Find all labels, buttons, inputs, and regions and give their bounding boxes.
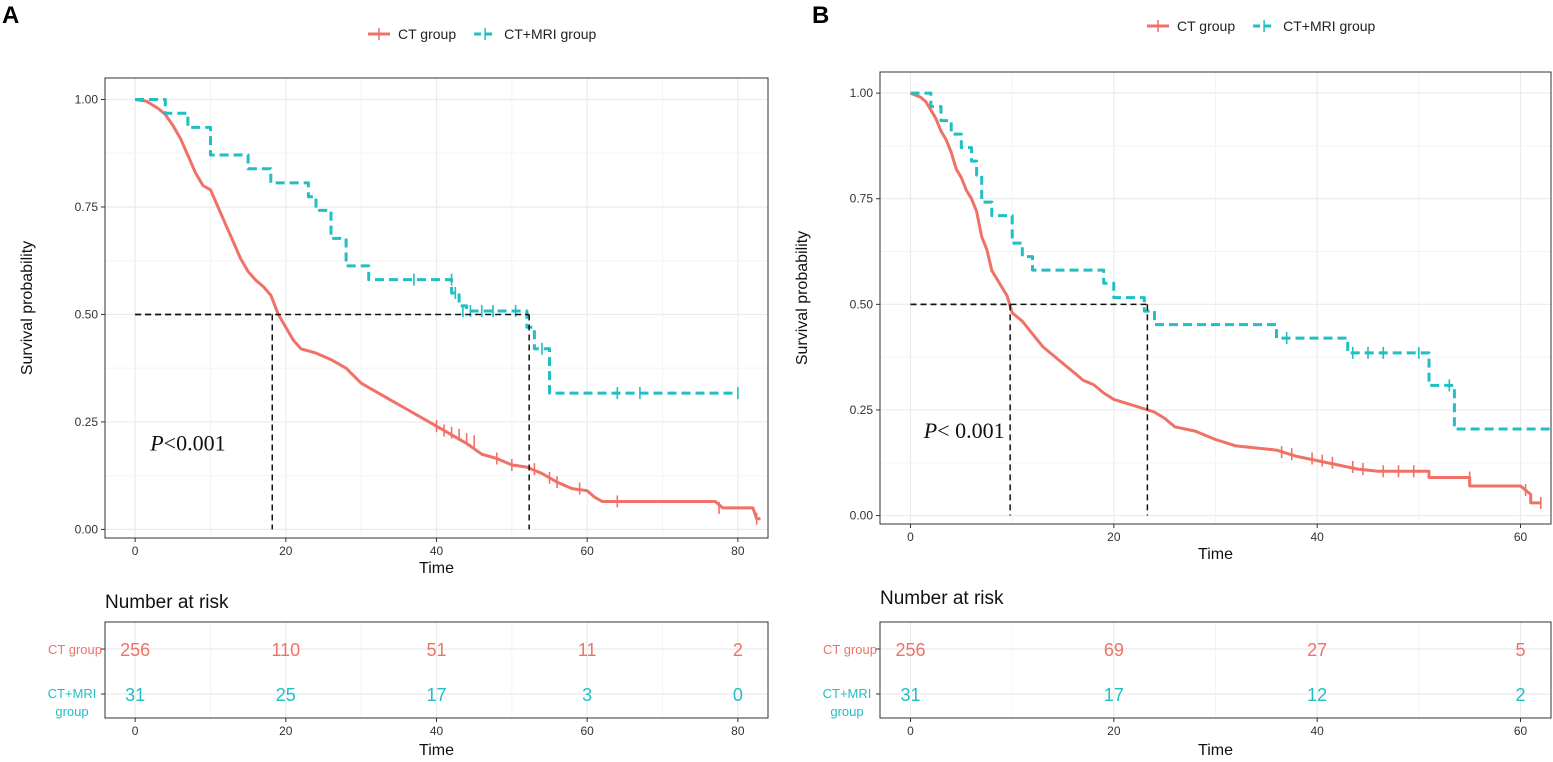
x-tick-label: 60 — [581, 724, 595, 738]
y-tick-label: 0.25 — [75, 415, 99, 429]
risk-row-label: CT+MRI group — [48, 686, 97, 719]
grid — [105, 78, 768, 538]
risk-value: 12 — [1307, 685, 1327, 705]
x-tick-label: 20 — [279, 544, 293, 558]
risk-value: 3 — [582, 685, 592, 705]
risk-table-title: Number at risk — [880, 588, 1004, 609]
x-tick-label: 40 — [430, 544, 444, 558]
x-tick-label: 20 — [1107, 724, 1121, 738]
risk-value: 25 — [276, 685, 296, 705]
risk-value: 17 — [426, 685, 446, 705]
panel-label: B — [812, 2, 829, 29]
grid — [880, 72, 1551, 524]
x-tick-label: 40 — [1310, 530, 1324, 544]
ct-group-curve — [909, 91, 1541, 505]
plot-frame — [879, 71, 1552, 525]
x-tick-label: 80 — [731, 724, 745, 738]
risk-value: 17 — [1104, 685, 1124, 705]
risk-x-axis-title: Time — [1198, 742, 1233, 759]
curves — [134, 98, 761, 530]
p-value-symbol: P — [923, 418, 937, 443]
legend-entry: CT group — [398, 26, 456, 42]
risk-value: 27 — [1307, 640, 1327, 660]
x-tick-label: 0 — [907, 724, 914, 738]
risk-value: 0 — [733, 685, 743, 705]
x-tick-label: 80 — [731, 544, 745, 558]
ct-group-curve — [134, 98, 761, 521]
y-tick-label: 0.75 — [850, 192, 874, 206]
x-tick-label: 60 — [1514, 724, 1528, 738]
risk-row-label: CT group — [823, 642, 877, 657]
x-tick-label: 20 — [279, 724, 293, 738]
risk-value: 31 — [125, 685, 145, 705]
risk-value: 11 — [578, 640, 597, 660]
risk-value: 51 — [426, 640, 446, 660]
x-tick-label: 60 — [581, 544, 595, 558]
x-axis-title: Time — [419, 560, 454, 577]
y-tick-label: 0.75 — [75, 200, 99, 214]
p-value-text: < 0.001 — [937, 418, 1004, 443]
risk-value: 256 — [120, 640, 150, 660]
risk-value: 69 — [1104, 640, 1124, 660]
risk-x-axis-title: Time — [419, 742, 454, 759]
y-tick-label: 1.00 — [75, 92, 99, 106]
p-value-text: <0.001 — [164, 430, 226, 455]
risk-value: 2 — [1515, 685, 1525, 705]
risk-row-label: CT group — [48, 642, 102, 657]
risk-table: Number at risk CT group 256 69 27 5 CT+MRI grou… — [823, 588, 1552, 759]
legend-entry: CT+MRI group — [504, 26, 596, 42]
legend-entry: CT group — [1177, 18, 1235, 34]
y-tick-label: 0.00 — [850, 509, 874, 523]
x-tick-label: 40 — [430, 724, 444, 738]
x-tick-label: 20 — [1107, 530, 1121, 544]
y-tick-label: 0.00 — [75, 522, 99, 536]
legend-entry: CT+MRI group — [1283, 18, 1375, 34]
y-axis-title: Survival probability — [19, 241, 36, 375]
risk-row-label: CT+MRI group — [823, 686, 872, 719]
x-tick-label: 40 — [1310, 724, 1324, 738]
x-tick-label: 0 — [907, 530, 914, 544]
ct-mri-group-curve — [135, 98, 738, 395]
risk-value: 2 — [733, 640, 743, 660]
risk-value: 5 — [1515, 640, 1525, 660]
x-tick-label: 0 — [132, 724, 139, 738]
risk-value: 110 — [271, 640, 300, 660]
x-axis-title: Time — [1198, 546, 1233, 563]
y-tick-label: 1.00 — [850, 86, 874, 100]
risk-table: Number at risk CT group 256 110 51 11 2 CT+MRI g… — [48, 592, 769, 759]
risk-table-title: Number at risk — [105, 592, 229, 613]
risk-table-frame — [879, 621, 1552, 719]
risk-value: 256 — [895, 640, 925, 660]
p-value-symbol: P — [149, 430, 163, 455]
p-value: P< 0.001 — [923, 418, 1005, 443]
y-axis-title: Survival probability — [794, 231, 811, 365]
x-tick-label: 0 — [132, 544, 139, 558]
p-value: P<0.001 — [149, 430, 225, 455]
panel-label: A — [2, 2, 19, 29]
y-tick-label: 0.50 — [850, 297, 874, 311]
y-tick-label: 0.25 — [850, 403, 874, 417]
curves — [909, 91, 1551, 516]
risk-value: 31 — [900, 685, 920, 705]
ct-mri-group-curve — [910, 91, 1551, 431]
y-tick-label: 0.50 — [75, 307, 99, 321]
x-tick-label: 60 — [1514, 530, 1528, 544]
